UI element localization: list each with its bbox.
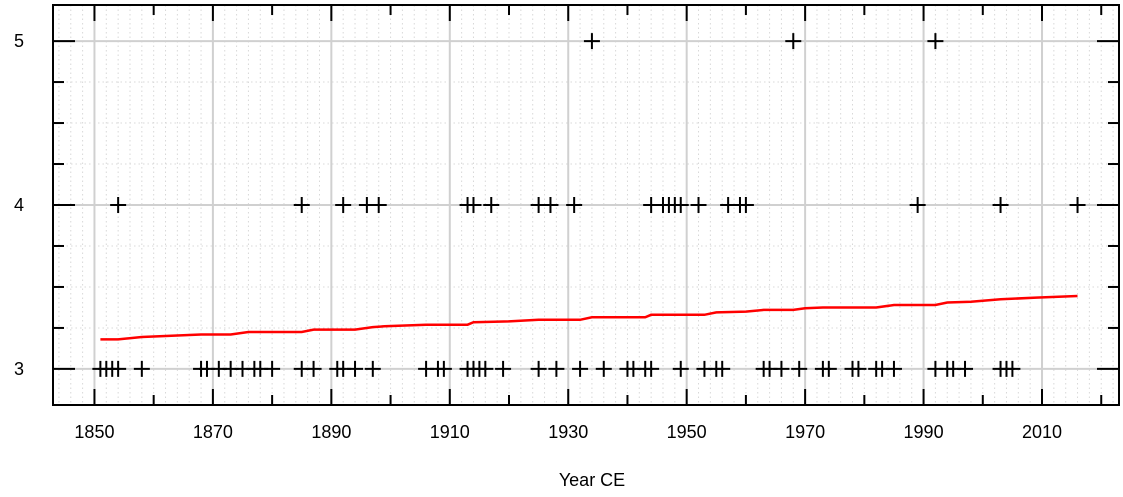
- data-point: [483, 197, 500, 213]
- trend-line: [100, 294, 1078, 341]
- data-point: [992, 197, 1009, 213]
- data-point: [305, 360, 322, 377]
- data-point: [773, 360, 790, 377]
- data-point: [548, 360, 565, 377]
- x-tick-label: 2010: [1022, 422, 1062, 442]
- data-point: [820, 360, 837, 377]
- x-tick-labels: 1850 1870 1890 1910 1930 1950 1970 1990 2010: [74, 422, 1062, 442]
- data-point: [672, 360, 689, 377]
- data-point: [435, 360, 452, 377]
- data-point: [785, 33, 802, 50]
- data-point: [465, 197, 482, 213]
- x-tick-label: 1950: [667, 422, 707, 442]
- data-point: [133, 360, 150, 377]
- x-tick-label: 1970: [785, 422, 825, 442]
- x-tick-label: 1990: [904, 422, 944, 442]
- x-tick-label: 1910: [430, 422, 470, 442]
- data-point: [335, 197, 352, 213]
- data-point: [566, 197, 583, 213]
- data-point: [737, 197, 754, 213]
- data-point: [927, 33, 944, 50]
- data-point: [583, 33, 600, 50]
- data-point: [957, 360, 974, 377]
- data-point: [370, 197, 387, 213]
- data-point: [1069, 197, 1086, 213]
- points-series: [92, 33, 1086, 377]
- x-tick-label: 1850: [74, 422, 114, 442]
- data-point: [495, 360, 512, 377]
- data-point: [110, 197, 127, 213]
- grid: [53, 5, 1119, 405]
- data-point: [791, 360, 808, 377]
- data-point: [364, 360, 381, 377]
- x-tick-label: 1890: [311, 422, 351, 442]
- trend-series: [100, 294, 1078, 341]
- data-point: [643, 360, 660, 377]
- data-point: [110, 360, 127, 377]
- data-point: [542, 197, 559, 213]
- data-point: [477, 360, 494, 377]
- y-tick-label: 3: [14, 359, 24, 379]
- data-point: [672, 197, 689, 213]
- data-point: [293, 197, 310, 213]
- data-point: [850, 360, 867, 377]
- x-axis-title: Year CE: [559, 470, 625, 490]
- data-point: [690, 197, 707, 213]
- data-point: [572, 360, 589, 377]
- data-point: [714, 360, 731, 377]
- axis-ticks: [53, 5, 1119, 405]
- data-point: [264, 360, 281, 377]
- x-tick-label: 1930: [548, 422, 588, 442]
- data-point: [885, 360, 902, 377]
- x-tick-label: 1870: [193, 422, 233, 442]
- data-point: [909, 197, 926, 213]
- y-tick-label: 4: [14, 195, 24, 215]
- y-tick-label: 5: [14, 31, 24, 51]
- data-point: [595, 360, 612, 377]
- data-point: [530, 360, 547, 377]
- data-point: [1004, 360, 1021, 377]
- data-point: [347, 360, 364, 377]
- y-tick-labels: 3 4 5: [14, 31, 24, 379]
